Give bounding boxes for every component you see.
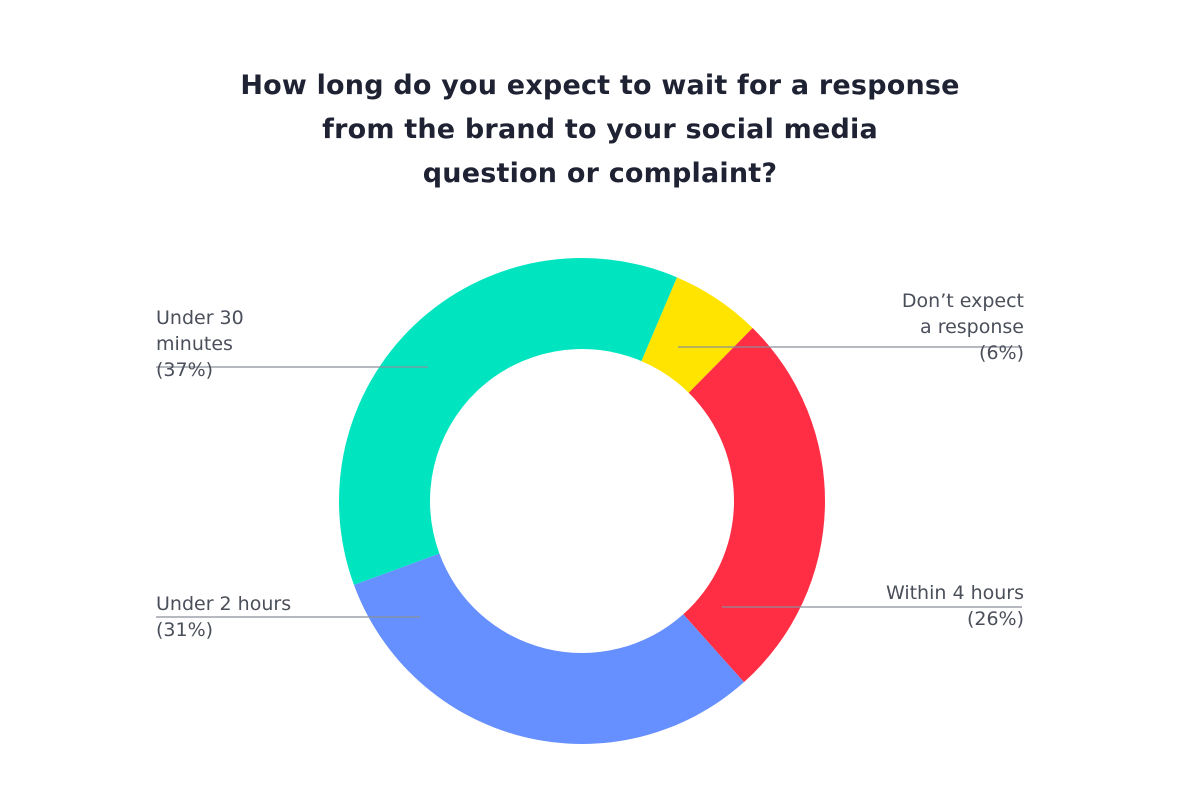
chart-title: How long do you expect to wait for a res… bbox=[200, 64, 1000, 196]
chart-title-line: question or complaint? bbox=[422, 158, 778, 189]
donut-slice-don-t-expect-a-response bbox=[641, 277, 753, 393]
slice-label-text: Within 4 hours bbox=[885, 582, 1024, 604]
slice-value-label: (31%) bbox=[156, 619, 214, 641]
chart-title-line: from the brand to your social media bbox=[322, 114, 878, 145]
slice-label-under-2-hours: Under 2 hours (31%) bbox=[156, 591, 291, 643]
slice-label-text: Under 30 bbox=[156, 307, 244, 329]
slice-label-text: Don’t expect bbox=[901, 290, 1024, 312]
slice-label-text: Under 2 hours bbox=[156, 593, 292, 615]
slice-value-label: (26%) bbox=[966, 608, 1024, 630]
slice-label-text: a response bbox=[920, 316, 1024, 338]
slice-label-text: minutes bbox=[156, 333, 233, 355]
slice-label-under-30-minutes: Under 30 minutes (37%) bbox=[156, 305, 244, 383]
slice-label-dont-expect: Don’t expect a response (6%) bbox=[902, 288, 1024, 366]
donut-slice-under-2-hours bbox=[353, 553, 744, 744]
slice-label-within-4-hours: Within 4 hours (26%) bbox=[886, 580, 1024, 632]
donut-slice-within-4-hours bbox=[683, 327, 825, 683]
slice-value-label: (37%) bbox=[156, 359, 214, 381]
donut-slice-under-30-minutes bbox=[339, 258, 677, 585]
slice-value-label: (6%) bbox=[979, 342, 1024, 364]
chart-title-line: How long do you expect to wait for a res… bbox=[240, 70, 960, 101]
